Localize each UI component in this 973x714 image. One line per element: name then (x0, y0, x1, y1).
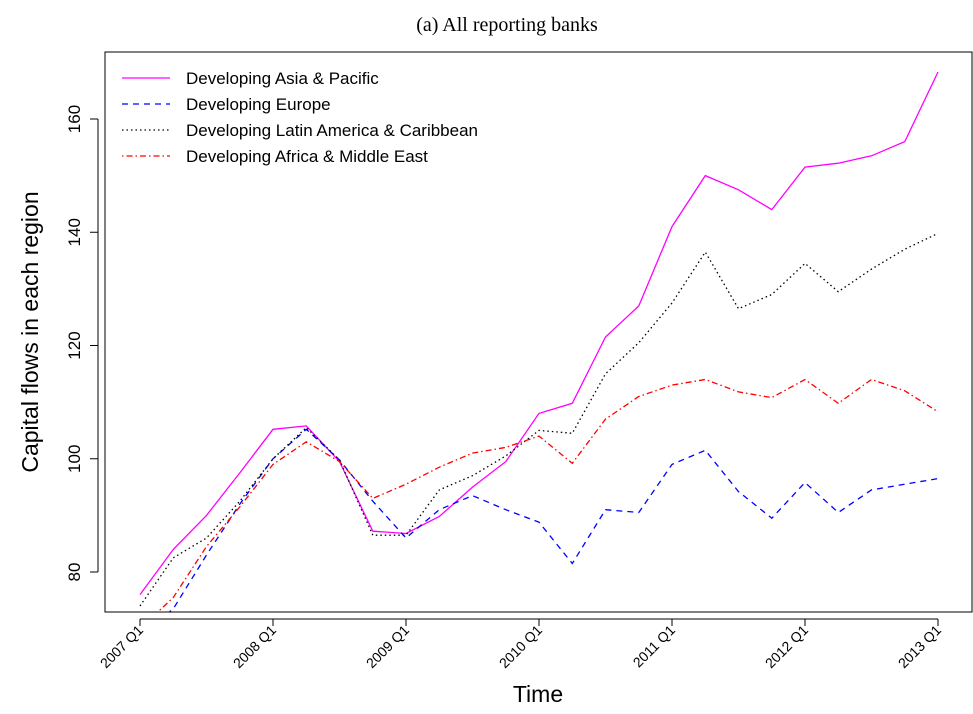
y-tick-label: 120 (65, 331, 84, 359)
x-tick-label: 2007 Q1 (97, 622, 146, 671)
x-tick-label: 2010 Q1 (496, 622, 545, 671)
series-line-2 (168, 428, 939, 612)
y-axis-label: Capital flows in each region (17, 191, 43, 472)
x-axis: 2007 Q1 2008 Q1 2009 Q1 2010 Q1 2011 Q1 2012 … (97, 618, 944, 671)
series-layer (139, 71, 939, 612)
plot-area-border (104, 51, 973, 613)
y-tick-label: 140 (65, 218, 84, 246)
legend-label-4: Developing Africa & Middle East (186, 147, 428, 166)
x-tick-label: 2012 Q1 (762, 622, 811, 671)
x-tick-label: 2008 Q1 (230, 622, 279, 671)
series-line-1 (139, 71, 939, 595)
x-tick-label: 2009 Q1 (363, 622, 412, 671)
y-axis: 80 100 120 140 160 (65, 105, 99, 582)
x-tick-label: 2013 Q1 (895, 622, 944, 671)
legend: Developing Asia & Pacific Developing Euro… (122, 69, 478, 166)
legend-label-1: Developing Asia & Pacific (186, 69, 379, 88)
y-tick-label: 80 (65, 563, 84, 582)
x-tick-label: 2011 Q1 (630, 622, 679, 671)
y-tick-label: 100 (65, 445, 84, 473)
series-line-4 (156, 378, 939, 612)
chart-title: (a) All reporting banks (416, 14, 598, 36)
x-axis-label: Time (513, 681, 563, 707)
series-line-3 (139, 232, 939, 607)
legend-label-2: Developing Europe (186, 95, 331, 114)
legend-label-3: Developing Latin America & Caribbean (186, 121, 478, 140)
y-tick-label: 160 (65, 105, 84, 133)
